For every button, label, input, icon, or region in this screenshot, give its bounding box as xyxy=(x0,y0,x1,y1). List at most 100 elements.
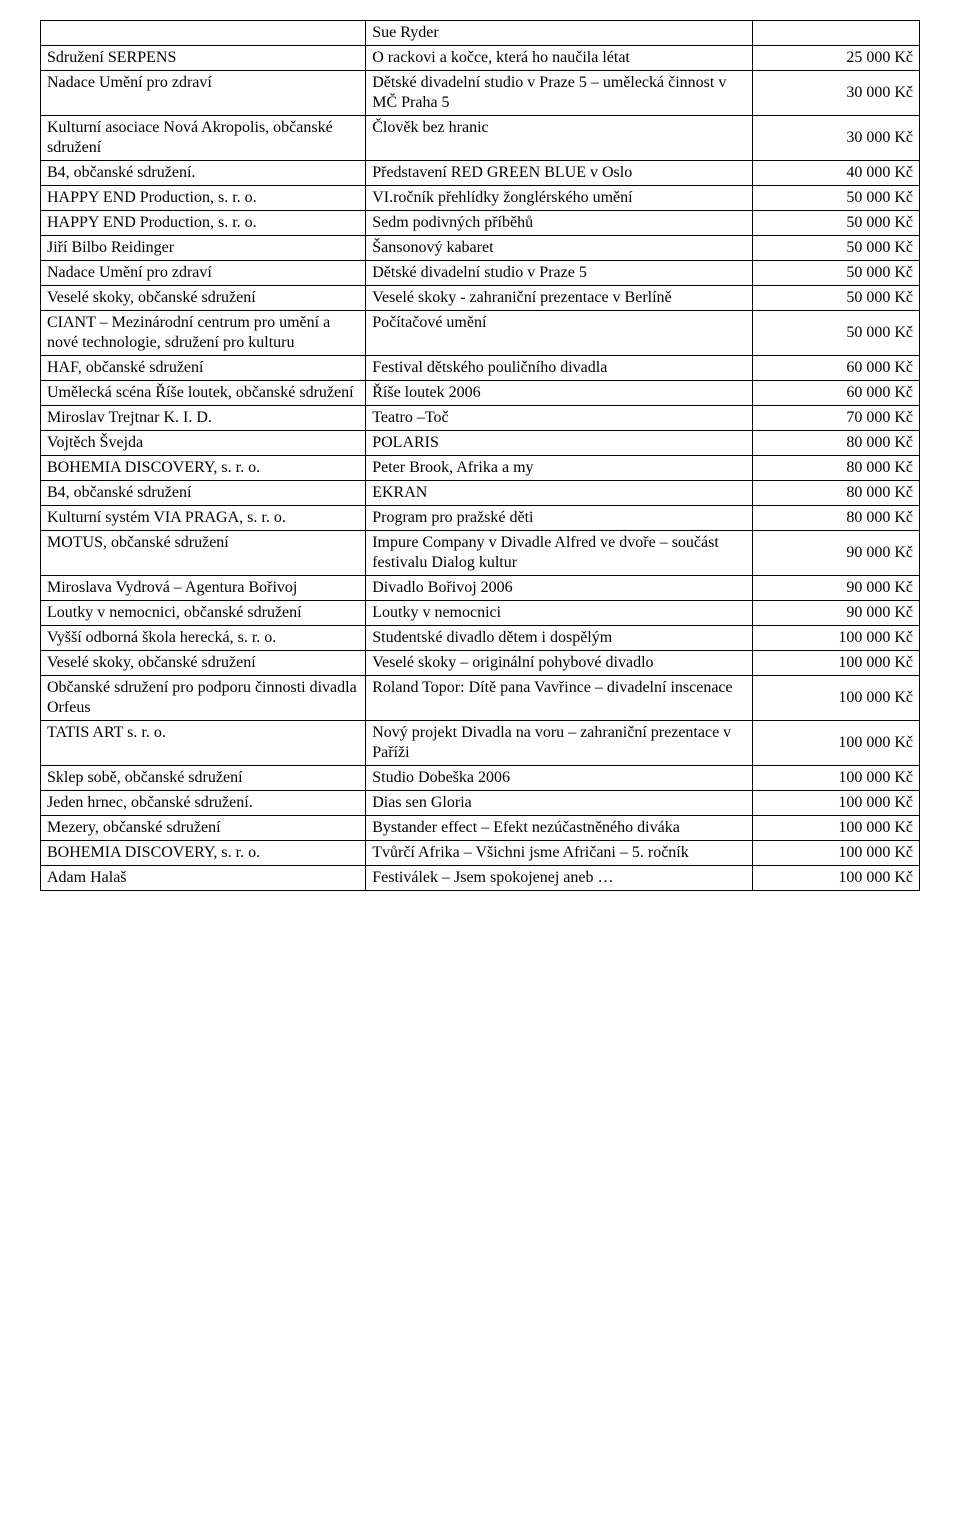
cell-applicant: Veselé skoky, občanské sdružení xyxy=(41,286,366,311)
cell-applicant: Sdružení SERPENS xyxy=(41,46,366,71)
cell-amount: 30 000 Kč xyxy=(752,71,919,116)
cell-project: Sue Ryder xyxy=(366,21,753,46)
cell-applicant: Jiří Bilbo Reidinger xyxy=(41,236,366,261)
cell-amount: 70 000 Kč xyxy=(752,406,919,431)
cell-project: Veselé skoky – originální pohybové divad… xyxy=(366,651,753,676)
table-row: HAPPY END Production, s. r. o.VI.ročník … xyxy=(41,186,920,211)
cell-project: Loutky v nemocnici xyxy=(366,601,753,626)
table-row: Adam HalašFestiválek – Jsem spokojenej a… xyxy=(41,866,920,891)
cell-applicant: Umělecká scéna Říše loutek, občanské sdr… xyxy=(41,381,366,406)
cell-project: Dias sen Gloria xyxy=(366,791,753,816)
cell-project: Festival dětského pouličního divadla xyxy=(366,356,753,381)
table-row: Kulturní asociace Nová Akropolis, občans… xyxy=(41,116,920,161)
cell-project: VI.ročník přehlídky žonglérského umění xyxy=(366,186,753,211)
table-row: Vojtěch ŠvejdaPOLARIS80 000 Kč xyxy=(41,431,920,456)
cell-project: Impure Company v Divadle Alfred ve dvoře… xyxy=(366,531,753,576)
cell-applicant: Veselé skoky, občanské sdružení xyxy=(41,651,366,676)
cell-applicant: Jeden hrnec, občanské sdružení. xyxy=(41,791,366,816)
table-row: Umělecká scéna Říše loutek, občanské sdr… xyxy=(41,381,920,406)
cell-applicant: HAF, občanské sdružení xyxy=(41,356,366,381)
grants-table: Sue RyderSdružení SERPENSO rackovi a koč… xyxy=(40,20,920,891)
table-row: Sue Ryder xyxy=(41,21,920,46)
table-row: Nadace Umění pro zdravíDětské divadelní … xyxy=(41,71,920,116)
table-row: Občanské sdružení pro podporu činnosti d… xyxy=(41,676,920,721)
cell-project: Program pro pražské děti xyxy=(366,506,753,531)
table-row: Veselé skoky, občanské sdruženíVeselé sk… xyxy=(41,286,920,311)
cell-applicant: Občanské sdružení pro podporu činnosti d… xyxy=(41,676,366,721)
cell-project: EKRAN xyxy=(366,481,753,506)
cell-project: Peter Brook, Afrika a my xyxy=(366,456,753,481)
table-row: TATIS ART s. r. o.Nový projekt Divadla n… xyxy=(41,721,920,766)
cell-applicant: B4, občanské sdružení xyxy=(41,481,366,506)
cell-amount: 50 000 Kč xyxy=(752,236,919,261)
cell-applicant: Vyšší odborná škola herecká, s. r. o. xyxy=(41,626,366,651)
table-row: Loutky v nemocnici, občanské sdruženíLou… xyxy=(41,601,920,626)
cell-amount: 100 000 Kč xyxy=(752,816,919,841)
cell-amount: 90 000 Kč xyxy=(752,576,919,601)
cell-project: Veselé skoky - zahraniční prezentace v B… xyxy=(366,286,753,311)
cell-project: Bystander effect – Efekt nezúčastněného … xyxy=(366,816,753,841)
table-row: Vyšší odborná škola herecká, s. r. o.Stu… xyxy=(41,626,920,651)
table-row: B4, občanské sdruženíEKRAN80 000 Kč xyxy=(41,481,920,506)
cell-amount: 50 000 Kč xyxy=(752,261,919,286)
document-page: Sue RyderSdružení SERPENSO rackovi a koč… xyxy=(0,0,960,911)
cell-amount: 100 000 Kč xyxy=(752,866,919,891)
cell-project: O rackovi a kočce, která ho naučila léta… xyxy=(366,46,753,71)
cell-amount: 30 000 Kč xyxy=(752,116,919,161)
table-row: Miroslava Vydrová – Agentura BořivojDiva… xyxy=(41,576,920,601)
table-row: BOHEMIA DISCOVERY, s. r. o.Tvůrčí Afrika… xyxy=(41,841,920,866)
cell-amount: 60 000 Kč xyxy=(752,356,919,381)
cell-applicant: HAPPY END Production, s. r. o. xyxy=(41,211,366,236)
cell-applicant: Sklep sobě, občanské sdružení xyxy=(41,766,366,791)
table-row: Sklep sobě, občanské sdruženíStudio Dobe… xyxy=(41,766,920,791)
cell-applicant: Mezery, občanské sdružení xyxy=(41,816,366,841)
cell-amount: 80 000 Kč xyxy=(752,431,919,456)
table-row: Jeden hrnec, občanské sdružení.Dias sen … xyxy=(41,791,920,816)
cell-amount: 80 000 Kč xyxy=(752,481,919,506)
cell-applicant: Miroslav Trejtnar K. I. D. xyxy=(41,406,366,431)
table-row: MOTUS, občanské sdruženíImpure Company v… xyxy=(41,531,920,576)
table-row: Nadace Umění pro zdravíDětské divadelní … xyxy=(41,261,920,286)
cell-amount: 50 000 Kč xyxy=(752,186,919,211)
cell-amount: 60 000 Kč xyxy=(752,381,919,406)
cell-applicant: MOTUS, občanské sdružení xyxy=(41,531,366,576)
cell-applicant: Nadace Umění pro zdraví xyxy=(41,71,366,116)
cell-project: Tvůrčí Afrika – Všichni jsme Afričani – … xyxy=(366,841,753,866)
cell-project: Festiválek – Jsem spokojenej aneb … xyxy=(366,866,753,891)
cell-amount: 100 000 Kč xyxy=(752,676,919,721)
cell-amount: 100 000 Kč xyxy=(752,791,919,816)
table-row: Mezery, občanské sdruženíBystander effec… xyxy=(41,816,920,841)
cell-amount: 50 000 Kč xyxy=(752,286,919,311)
cell-applicant: Kulturní asociace Nová Akropolis, občans… xyxy=(41,116,366,161)
cell-project: Sedm podivných příběhů xyxy=(366,211,753,236)
cell-applicant xyxy=(41,21,366,46)
table-row: Miroslav Trejtnar K. I. D.Teatro –Toč70 … xyxy=(41,406,920,431)
cell-project: Dětské divadelní studio v Praze 5 xyxy=(366,261,753,286)
cell-applicant: Kulturní systém VIA PRAGA, s. r. o. xyxy=(41,506,366,531)
table-row: CIANT – Mezinárodní centrum pro umění a … xyxy=(41,311,920,356)
table-row: B4, občanské sdružení.Představení RED GR… xyxy=(41,161,920,186)
table-row: Sdružení SERPENSO rackovi a kočce, která… xyxy=(41,46,920,71)
cell-applicant: BOHEMIA DISCOVERY, s. r. o. xyxy=(41,456,366,481)
cell-project: Šansonový kabaret xyxy=(366,236,753,261)
cell-amount: 90 000 Kč xyxy=(752,601,919,626)
cell-applicant: B4, občanské sdružení. xyxy=(41,161,366,186)
cell-amount: 100 000 Kč xyxy=(752,626,919,651)
cell-amount: 90 000 Kč xyxy=(752,531,919,576)
cell-applicant: CIANT – Mezinárodní centrum pro umění a … xyxy=(41,311,366,356)
cell-project: Představení RED GREEN BLUE v Oslo xyxy=(366,161,753,186)
cell-project: Dětské divadelní studio v Praze 5 – uměl… xyxy=(366,71,753,116)
cell-project: Divadlo Bořivoj 2006 xyxy=(366,576,753,601)
cell-amount: 80 000 Kč xyxy=(752,456,919,481)
cell-amount: 80 000 Kč xyxy=(752,506,919,531)
cell-amount: 50 000 Kč xyxy=(752,311,919,356)
cell-amount: 50 000 Kč xyxy=(752,211,919,236)
cell-applicant: TATIS ART s. r. o. xyxy=(41,721,366,766)
table-row: HAF, občanské sdruženíFestival dětského … xyxy=(41,356,920,381)
cell-applicant: HAPPY END Production, s. r. o. xyxy=(41,186,366,211)
cell-amount xyxy=(752,21,919,46)
cell-applicant: Adam Halaš xyxy=(41,866,366,891)
cell-applicant: Miroslava Vydrová – Agentura Bořivoj xyxy=(41,576,366,601)
table-row: Jiří Bilbo ReidingerŠansonový kabaret50 … xyxy=(41,236,920,261)
cell-project: Nový projekt Divadla na voru – zahraničn… xyxy=(366,721,753,766)
